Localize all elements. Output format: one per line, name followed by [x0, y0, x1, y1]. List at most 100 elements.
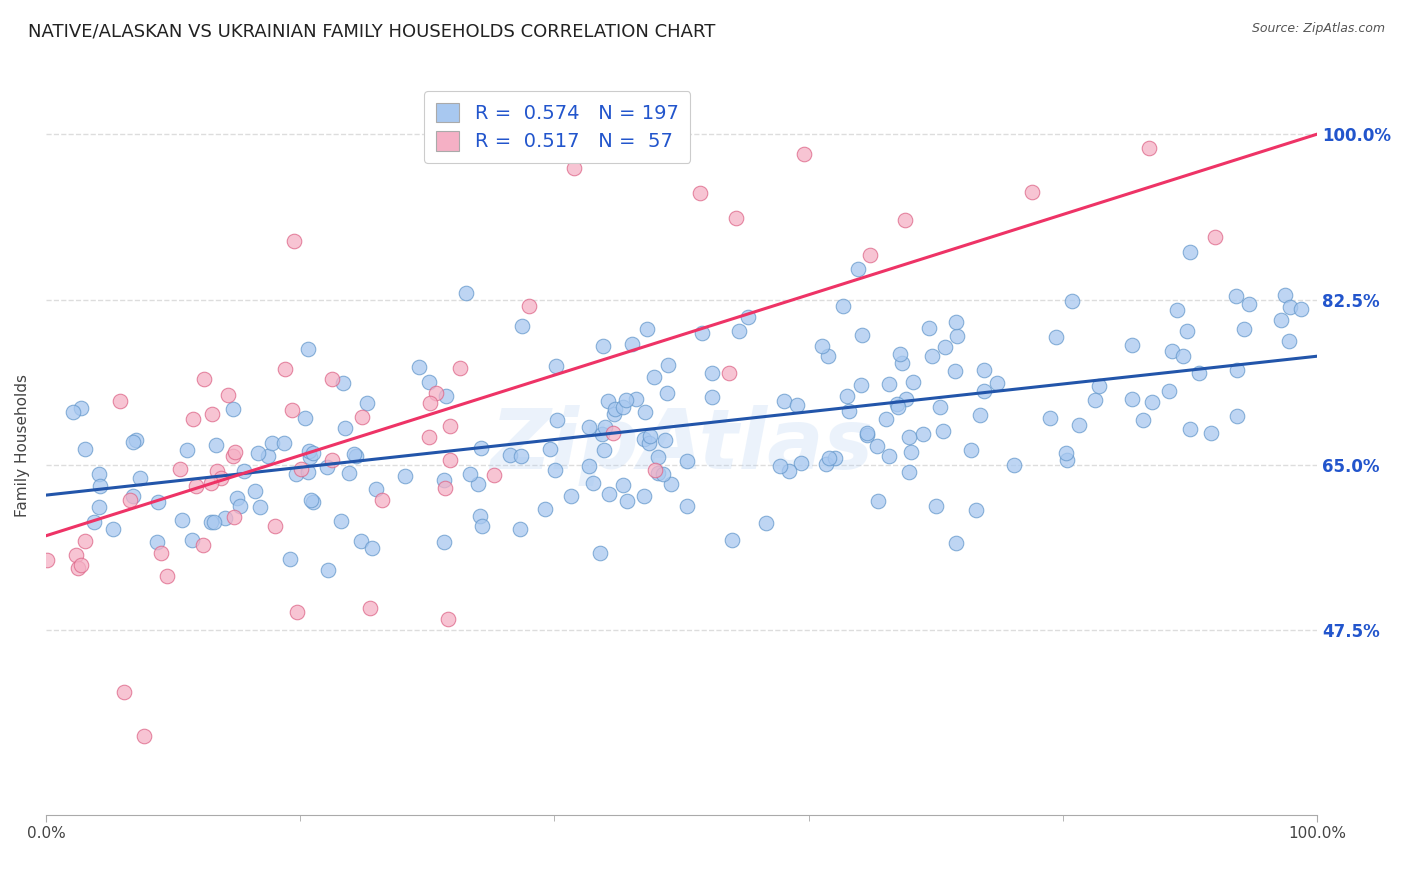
Point	[598, 487, 620, 501]
Point	[468, 509, 491, 524]
Point	[1270, 312, 1292, 326]
Point	[898, 430, 921, 444]
Point	[1021, 185, 1043, 199]
Point	[449, 361, 471, 376]
Point	[786, 398, 808, 412]
Point	[636, 322, 658, 336]
Point	[598, 394, 620, 409]
Point	[170, 513, 193, 527]
Point	[824, 451, 846, 466]
Point	[721, 533, 744, 547]
Point	[659, 476, 682, 491]
Point	[900, 445, 922, 459]
Point	[592, 339, 614, 353]
Point	[321, 372, 343, 386]
Point	[1132, 413, 1154, 427]
Point	[517, 299, 540, 313]
Point	[122, 434, 145, 449]
Point	[817, 349, 839, 363]
Point	[593, 419, 616, 434]
Point	[278, 552, 301, 566]
Point	[222, 510, 245, 524]
Point	[612, 478, 634, 492]
Point	[728, 324, 751, 338]
Point	[301, 495, 323, 509]
Point	[281, 403, 304, 417]
Point	[232, 464, 254, 478]
Point	[928, 401, 950, 415]
Point	[225, 491, 247, 505]
Point	[612, 400, 634, 414]
Point	[702, 390, 724, 404]
Point	[298, 444, 321, 458]
Point	[156, 569, 179, 583]
Point	[290, 462, 312, 476]
Point	[1225, 288, 1247, 302]
Point	[911, 426, 934, 441]
Point	[191, 538, 214, 552]
Point	[350, 533, 373, 548]
Point	[778, 464, 800, 478]
Point	[943, 364, 966, 378]
Point	[593, 443, 616, 458]
Point	[499, 448, 522, 462]
Point	[62, 405, 84, 419]
Point	[1069, 417, 1091, 432]
Point	[299, 492, 322, 507]
Point	[702, 367, 724, 381]
Point	[877, 376, 900, 391]
Point	[773, 393, 796, 408]
Point	[245, 484, 267, 499]
Point	[321, 452, 343, 467]
Point	[1140, 395, 1163, 409]
Point	[285, 467, 308, 482]
Point	[890, 356, 912, 370]
Point	[69, 401, 91, 415]
Point	[1002, 458, 1025, 473]
Point	[509, 522, 531, 536]
Point	[718, 366, 741, 380]
Point	[886, 397, 908, 411]
Point	[544, 463, 567, 477]
Point	[1289, 302, 1312, 317]
Point	[644, 370, 666, 384]
Point	[408, 360, 430, 375]
Point	[620, 337, 643, 351]
Point	[1175, 324, 1198, 338]
Point	[73, 442, 96, 456]
Point	[247, 446, 270, 460]
Point	[67, 561, 90, 575]
Point	[458, 467, 481, 481]
Point	[633, 490, 655, 504]
Point	[333, 421, 356, 435]
Point	[425, 385, 447, 400]
Point	[790, 456, 813, 470]
Point	[546, 413, 568, 427]
Point	[302, 446, 325, 460]
Point	[945, 536, 967, 550]
Point	[1161, 344, 1184, 359]
Point	[835, 389, 858, 403]
Point	[1159, 384, 1181, 398]
Point	[1233, 321, 1256, 335]
Point	[917, 320, 939, 334]
Point	[316, 459, 339, 474]
Point	[1180, 422, 1202, 436]
Point	[815, 457, 838, 471]
Point	[856, 426, 879, 441]
Text: Source: ZipAtlas.com: Source: ZipAtlas.com	[1251, 22, 1385, 36]
Point	[921, 350, 943, 364]
Point	[1121, 338, 1143, 352]
Point	[894, 213, 917, 227]
Text: ZipAtlas: ZipAtlas	[491, 406, 873, 486]
Point	[510, 318, 533, 333]
Text: NATIVE/ALASKAN VS UKRAINIAN FAMILY HOUSEHOLDS CORRELATION CHART: NATIVE/ALASKAN VS UKRAINIAN FAMILY HOUSE…	[28, 22, 716, 40]
Point	[360, 541, 382, 555]
Legend: R =  0.574   N = 197, R =  0.517   N =  57: R = 0.574 N = 197, R = 0.517 N = 57	[425, 91, 690, 163]
Point	[1060, 294, 1083, 309]
Point	[202, 515, 225, 529]
Point	[132, 729, 155, 743]
Point	[838, 404, 860, 418]
Point	[484, 468, 506, 483]
Point	[467, 477, 489, 491]
